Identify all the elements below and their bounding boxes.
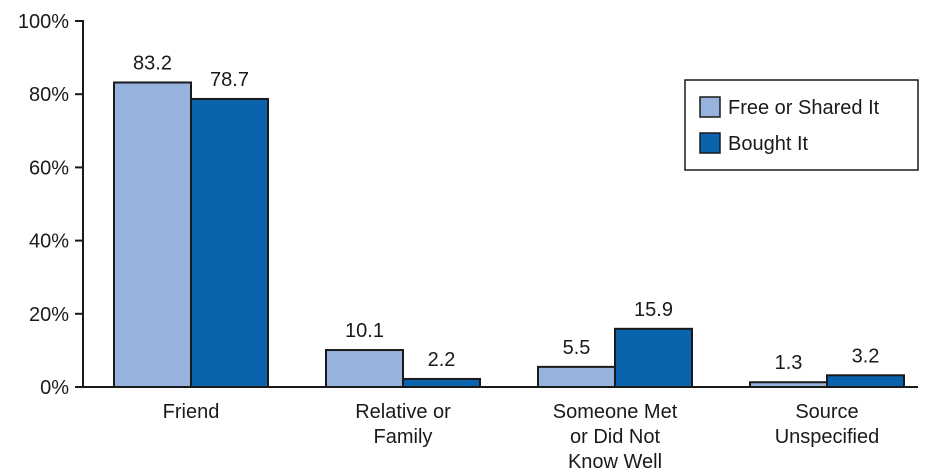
y-axis: 0% 20% 40% 60% 80% 100% xyxy=(18,11,84,399)
bar-bought-2 xyxy=(614,327,693,388)
legend-label: Free or Shared It xyxy=(728,97,880,119)
category-label: Friend xyxy=(163,401,220,423)
bar-bought-0 xyxy=(190,97,269,388)
value-labels: 83.2 78.7 10.1 2.2 5.5 15.9 1.3 3.2 xyxy=(133,52,879,374)
y-tick-label: 60% xyxy=(29,157,69,179)
y-tick-label: 0% xyxy=(40,377,69,399)
value-label: 3.2 xyxy=(852,345,880,367)
category-label-line: Family xyxy=(374,426,433,448)
legend-box xyxy=(684,79,919,171)
legend-swatch xyxy=(699,132,721,154)
category-label-line: Know Well xyxy=(568,451,662,473)
value-label: 78.7 xyxy=(210,69,249,91)
category-label-line: Relative or xyxy=(355,401,451,423)
category-label-line: Someone Met xyxy=(553,401,678,423)
category-label-line: or Did Not xyxy=(570,426,660,448)
legend: Free or Shared It Bought It xyxy=(684,79,919,171)
bar-free-or-shared-2 xyxy=(537,365,616,388)
y-tick-label: 40% xyxy=(29,231,69,253)
bar-bought-3 xyxy=(826,374,905,388)
value-label: 2.2 xyxy=(428,349,456,371)
x-axis: Friend Relative or Family Someone Met or Did… xyxy=(75,386,918,473)
value-label: 83.2 xyxy=(133,52,172,74)
y-tick-label: 80% xyxy=(29,84,69,106)
value-label: 1.3 xyxy=(775,352,803,374)
value-label: 5.5 xyxy=(563,337,591,359)
category-label-line: Source xyxy=(795,401,858,423)
legend-swatch xyxy=(699,96,721,118)
y-tick-label: 100% xyxy=(18,11,69,33)
category-label-line: Friend xyxy=(163,401,220,423)
category-label: Someone Met or Did Not Know Well xyxy=(553,401,678,473)
bar-free-or-shared-0 xyxy=(113,81,192,388)
value-label: 10.1 xyxy=(345,320,384,342)
category-label: Source Unspecified xyxy=(775,401,880,448)
value-label: 15.9 xyxy=(634,299,673,321)
legend-label: Bought It xyxy=(728,133,809,155)
bar-bought-1 xyxy=(402,377,481,388)
category-label-line: Unspecified xyxy=(775,426,880,448)
bar-free-or-shared-1 xyxy=(325,349,404,388)
y-tick-label: 20% xyxy=(29,304,69,326)
category-label: Relative or Family xyxy=(355,401,451,448)
